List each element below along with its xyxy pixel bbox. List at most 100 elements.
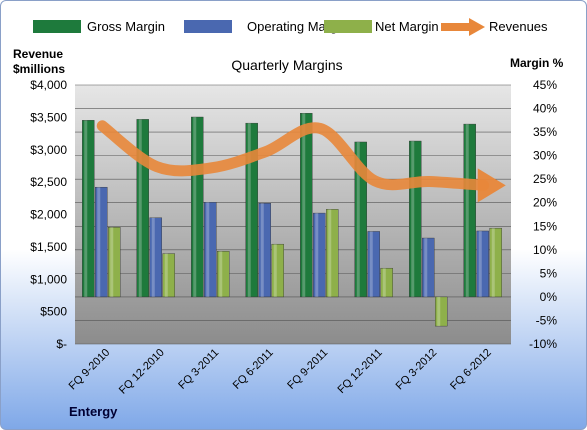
right-tick-label: 5% bbox=[540, 266, 558, 280]
left-axis-title-line2: $millions bbox=[13, 62, 65, 76]
bar-net-margin bbox=[217, 251, 230, 298]
revenue-line-layer bbox=[96, 120, 506, 203]
legend: Gross Margin Operating Margin Net Margin… bbox=[33, 18, 548, 36]
bar-highlight-gross-margin bbox=[411, 141, 415, 297]
bar-highlight-operating-margin bbox=[478, 230, 482, 297]
bar-highlight-net-margin bbox=[328, 209, 332, 297]
left-axis-ticks: $- $500 $1,000 $1,500 $2,000 $2,500 $3,000 $3,5… bbox=[30, 78, 67, 351]
bar-net-margin bbox=[489, 227, 502, 298]
category-label: FQ 12-2011 bbox=[335, 347, 384, 396]
right-tick-label: 45% bbox=[533, 78, 557, 92]
right-axis-title: Margin % bbox=[510, 56, 564, 70]
bar-gross-margin bbox=[245, 122, 258, 298]
legend-label-gross-margin: Gross Margin bbox=[87, 19, 165, 34]
right-tick-label: 15% bbox=[533, 219, 557, 233]
legend-label-operating-margin: Operating Margin bbox=[247, 19, 347, 34]
bar-highlight-gross-margin bbox=[302, 113, 306, 297]
category-label: FQ 6-2012 bbox=[448, 347, 494, 393]
right-tick-label: 20% bbox=[533, 196, 557, 210]
bar-highlight-gross-margin bbox=[138, 119, 142, 297]
left-tick-label: $2,500 bbox=[30, 175, 67, 189]
bar-highlight-gross-margin bbox=[247, 123, 251, 297]
category-label: FQ 3-2012 bbox=[394, 347, 440, 393]
bar-highlight-gross-margin bbox=[356, 141, 360, 297]
legend-label-revenues: Revenues bbox=[489, 19, 548, 34]
left-tick-label: $4,000 bbox=[30, 78, 67, 92]
bar-highlight-operating-margin bbox=[151, 217, 155, 297]
bar-net-margin bbox=[435, 296, 448, 327]
legend-arrowhead-revenues bbox=[469, 18, 485, 36]
right-axis-ticks: -10% -5% 0% 5% 10% 15% 20% 25% 30% 35% 40% 45% bbox=[529, 78, 557, 351]
right-tick-label: 0% bbox=[540, 290, 558, 304]
right-tick-label: 30% bbox=[533, 149, 557, 163]
bar-net-margin bbox=[108, 227, 121, 298]
category-label: FQ 12-2010 bbox=[117, 347, 167, 397]
bar-operating-margin bbox=[204, 202, 217, 298]
category-label: FQ 9-2010 bbox=[67, 347, 113, 393]
bar-operating-margin bbox=[313, 212, 326, 298]
legend-label-net-margin: Net Margin bbox=[375, 19, 439, 34]
left-tick-label: $1,000 bbox=[30, 272, 67, 286]
category-labels: FQ 9-2010 FQ 12-2010 FQ 3-2011 FQ 6-2011 FQ … bbox=[67, 347, 494, 397]
bar-highlight-net-margin bbox=[219, 251, 223, 297]
left-tick-label: $3,000 bbox=[30, 143, 67, 157]
revenue-line bbox=[96, 120, 490, 191]
bar-net-margin bbox=[271, 243, 284, 298]
bar-highlight-gross-margin bbox=[193, 117, 197, 297]
source-label: Entergy bbox=[69, 404, 118, 419]
bar-highlight-net-margin bbox=[382, 268, 386, 297]
bar-highlight-operating-margin bbox=[206, 202, 210, 297]
bar-net-margin bbox=[326, 209, 339, 298]
left-tick-label: $- bbox=[56, 337, 67, 351]
left-tick-label: $1,500 bbox=[30, 240, 67, 254]
right-tick-label: 10% bbox=[533, 243, 557, 257]
right-tick-label: 40% bbox=[533, 102, 557, 116]
left-tick-label: $500 bbox=[40, 305, 67, 319]
bar-operating-margin bbox=[367, 231, 380, 298]
bar-operating-margin bbox=[149, 217, 162, 298]
category-label: FQ 9-2011 bbox=[285, 347, 330, 392]
bar-gross-margin bbox=[409, 140, 422, 298]
bar-highlight-net-margin bbox=[491, 228, 495, 297]
right-tick-label: -10% bbox=[529, 337, 557, 351]
bar-highlight-net-margin bbox=[110, 227, 114, 297]
right-tick-label: 35% bbox=[533, 125, 557, 139]
bar-highlight-operating-margin bbox=[97, 187, 101, 297]
bar-highlight-operating-margin bbox=[315, 213, 319, 297]
bars bbox=[82, 113, 502, 327]
bar-net-margin bbox=[162, 253, 175, 298]
category-label: FQ 3-2011 bbox=[176, 347, 221, 392]
bar-net-margin bbox=[380, 267, 393, 298]
bar-highlight-net-margin bbox=[164, 253, 168, 297]
chart-title: Quarterly Margins bbox=[231, 57, 342, 73]
bar-highlight-gross-margin bbox=[84, 120, 88, 297]
left-tick-label: $2,000 bbox=[30, 208, 67, 222]
bar-highlight-operating-margin bbox=[424, 238, 428, 297]
revenue-arrowhead bbox=[477, 168, 506, 203]
left-axis-title-line1: Revenue bbox=[13, 47, 63, 61]
bar-gross-margin bbox=[354, 141, 367, 298]
right-tick-label: 25% bbox=[533, 172, 557, 186]
bar-operating-margin bbox=[258, 202, 271, 298]
bar-highlight-net-margin bbox=[437, 296, 441, 327]
bar-highlight-net-margin bbox=[273, 244, 277, 297]
right-tick-label: -5% bbox=[536, 313, 558, 327]
category-label: FQ 6-2011 bbox=[231, 347, 276, 392]
bar-operating-margin bbox=[422, 237, 435, 298]
bar-gross-margin bbox=[136, 119, 149, 298]
bar-gross-margin bbox=[191, 116, 204, 298]
bar-gross-margin bbox=[300, 113, 313, 298]
bar-operating-margin bbox=[476, 230, 489, 298]
bar-gross-margin bbox=[82, 120, 95, 298]
bar-highlight-operating-margin bbox=[260, 203, 264, 297]
bar-highlight-operating-margin bbox=[369, 231, 373, 297]
legend-swatch-net-margin bbox=[324, 20, 372, 33]
legend-swatch-operating-margin bbox=[184, 20, 232, 33]
bar-gross-margin bbox=[463, 123, 476, 298]
legend-swatch-gross-margin bbox=[33, 20, 81, 33]
bar-operating-margin bbox=[95, 186, 108, 298]
bar-highlight-gross-margin bbox=[465, 124, 469, 297]
left-tick-label: $3,500 bbox=[30, 110, 67, 124]
